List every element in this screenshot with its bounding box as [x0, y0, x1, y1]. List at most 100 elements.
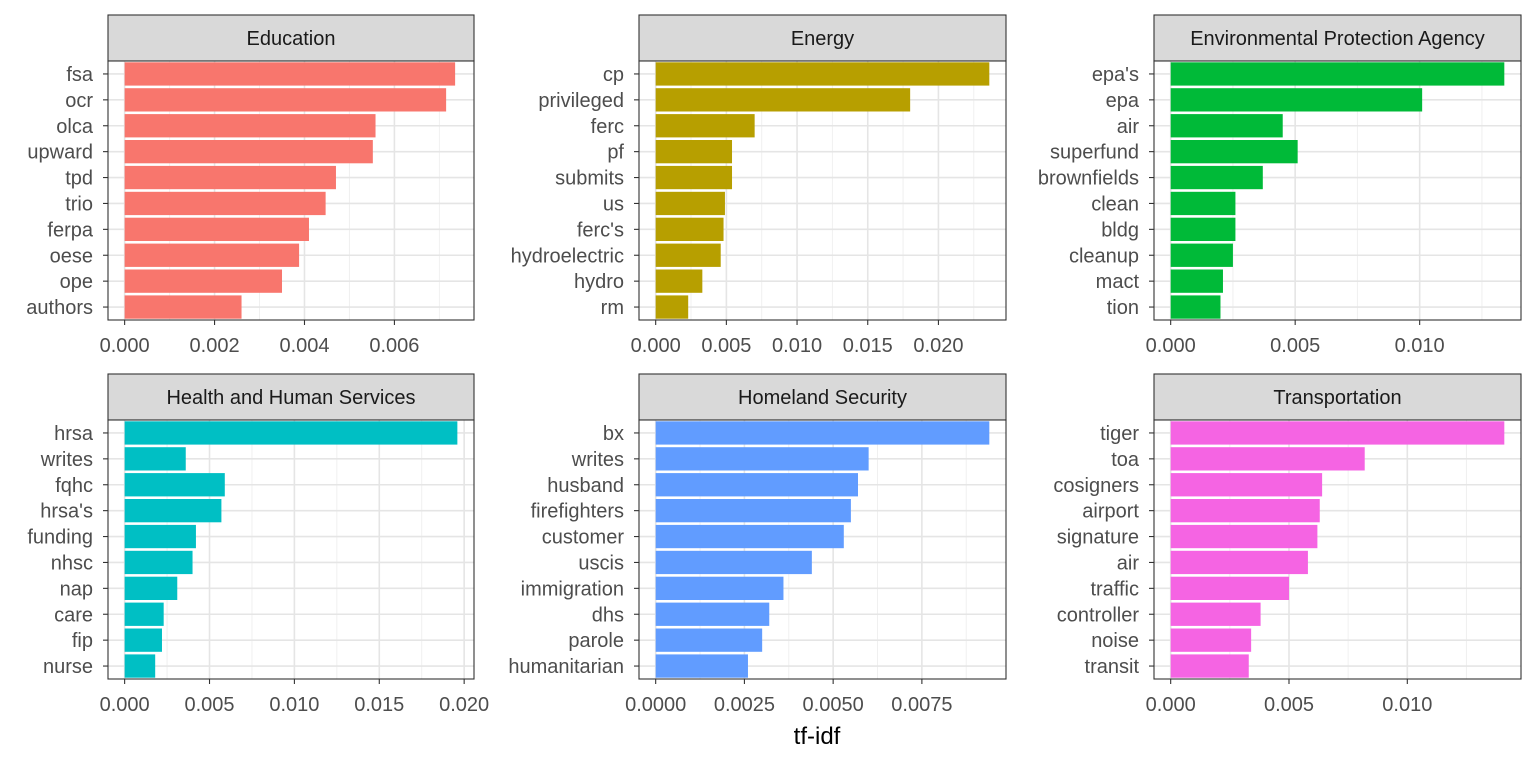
y-tick-label: ope: [60, 271, 93, 293]
y-tick-label: ferc: [591, 116, 624, 138]
y-tick-label: air: [1117, 116, 1140, 138]
bar: [1170, 243, 1233, 267]
bar: [655, 88, 911, 112]
y-tick-label: air: [1117, 552, 1140, 574]
y-tick-label: submits: [555, 168, 624, 190]
bar: [124, 447, 186, 471]
bar: [124, 295, 242, 319]
y-tick-label: transit: [1085, 656, 1140, 678]
bar: [1170, 576, 1289, 600]
y-tick-label: tiger: [1100, 423, 1139, 445]
x-axis-title: tf-idf: [794, 723, 841, 750]
y-tick-label: tpd: [65, 168, 93, 190]
x-tick-label: 0.0025: [714, 694, 775, 716]
x-tick-label: 0.005: [1270, 335, 1320, 357]
panel-border: [107, 60, 475, 321]
facet-panel: Energy cp privileged ferc pf submits us ferc's h…: [511, 14, 1007, 357]
y-tick-label: ferc's: [577, 219, 624, 241]
y-tick-label: epa's: [1092, 64, 1139, 86]
y-tick-label: upward: [27, 142, 93, 164]
facet-panel: Environmental Protection Agency epa's epa a…: [1038, 14, 1522, 357]
y-tick-label: humanitarian: [508, 656, 624, 678]
x-tick-label: 0.010: [269, 694, 319, 716]
bar: [124, 499, 222, 523]
bar: [124, 524, 196, 549]
y-tick-label: hrsa: [54, 423, 94, 445]
bar: [655, 550, 812, 575]
bar: [1170, 602, 1261, 626]
bar: [655, 499, 851, 523]
facet-strip: [107, 373, 475, 421]
facet-strip: [638, 14, 1007, 62]
y-tick-label: uscis: [578, 552, 624, 574]
y-tick-label: dhs: [592, 604, 624, 626]
bar: [1170, 217, 1236, 241]
bar: [1170, 88, 1423, 112]
facet-panel: Transportation tiger toa cosigners airport si…: [1053, 373, 1522, 716]
bar: [655, 473, 858, 497]
y-tick-label: oese: [50, 245, 93, 267]
y-tick-label: nhsc: [51, 552, 93, 574]
y-tick-label: immigration: [521, 578, 624, 600]
bar: [655, 628, 763, 652]
bar: [124, 550, 193, 575]
y-tick-label: fip: [72, 630, 93, 652]
bar: [655, 165, 733, 190]
bar: [124, 140, 373, 164]
x-tick-label: 0.004: [279, 335, 329, 357]
y-tick-label: authors: [26, 297, 93, 319]
bar: [1170, 114, 1283, 138]
y-tick-label: pf: [607, 142, 624, 164]
panel-border: [1153, 60, 1522, 321]
y-tick-label: ferpa: [47, 219, 93, 241]
bar: [124, 165, 336, 190]
bar: [655, 602, 770, 626]
bar: [124, 602, 164, 626]
y-tick-label: controller: [1057, 604, 1140, 626]
x-tick-label: 0.020: [913, 335, 963, 357]
bar: [124, 576, 178, 600]
bar: [124, 62, 456, 86]
y-tick-label: cleanup: [1069, 245, 1139, 267]
bar: [1170, 62, 1505, 86]
y-tick-label: writes: [571, 449, 624, 471]
y-tick-label: signature: [1057, 527, 1139, 549]
facet-strip-title: Homeland Security: [738, 387, 907, 409]
y-tick-label: care: [54, 604, 93, 626]
x-tick-label: 0.0075: [891, 694, 952, 716]
y-tick-label: brownfields: [1038, 168, 1139, 190]
bar: [655, 524, 844, 549]
bar: [124, 473, 225, 497]
bar: [1170, 140, 1298, 164]
x-tick-label: 0.005: [701, 335, 751, 357]
panel-border: [107, 419, 475, 680]
bar: [124, 243, 300, 267]
y-tick-label: bx: [603, 423, 624, 445]
panel-border: [1153, 419, 1522, 680]
y-tick-label: superfund: [1050, 142, 1139, 164]
facet-strip: [638, 373, 1007, 421]
x-tick-label: 0.015: [354, 694, 404, 716]
y-tick-label: rm: [601, 297, 624, 319]
x-tick-label: 0.010: [1395, 335, 1445, 357]
bar: [1170, 550, 1308, 575]
facet-panel: Homeland Security bx writes husband firefigh…: [508, 373, 1007, 716]
bar: [1170, 165, 1263, 190]
y-tick-label: firefighters: [531, 501, 624, 523]
x-tick-label: 0.0000: [625, 694, 686, 716]
y-tick-label: trio: [65, 193, 93, 215]
y-tick-label: fsa: [66, 64, 94, 86]
y-tick-label: cosigners: [1053, 475, 1139, 497]
bar: [1170, 473, 1323, 497]
x-tick-label: 0.000: [1146, 335, 1196, 357]
y-tick-label: cp: [603, 64, 624, 86]
y-tick-label: airport: [1082, 501, 1139, 523]
y-tick-label: customer: [542, 527, 625, 549]
bar: [1170, 447, 1365, 471]
bar: [655, 217, 724, 241]
bar: [1170, 269, 1223, 293]
bar: [1170, 524, 1318, 549]
y-tick-label: nap: [60, 578, 93, 600]
y-tick-label: toa: [1111, 449, 1140, 471]
y-tick-label: nurse: [43, 656, 93, 678]
